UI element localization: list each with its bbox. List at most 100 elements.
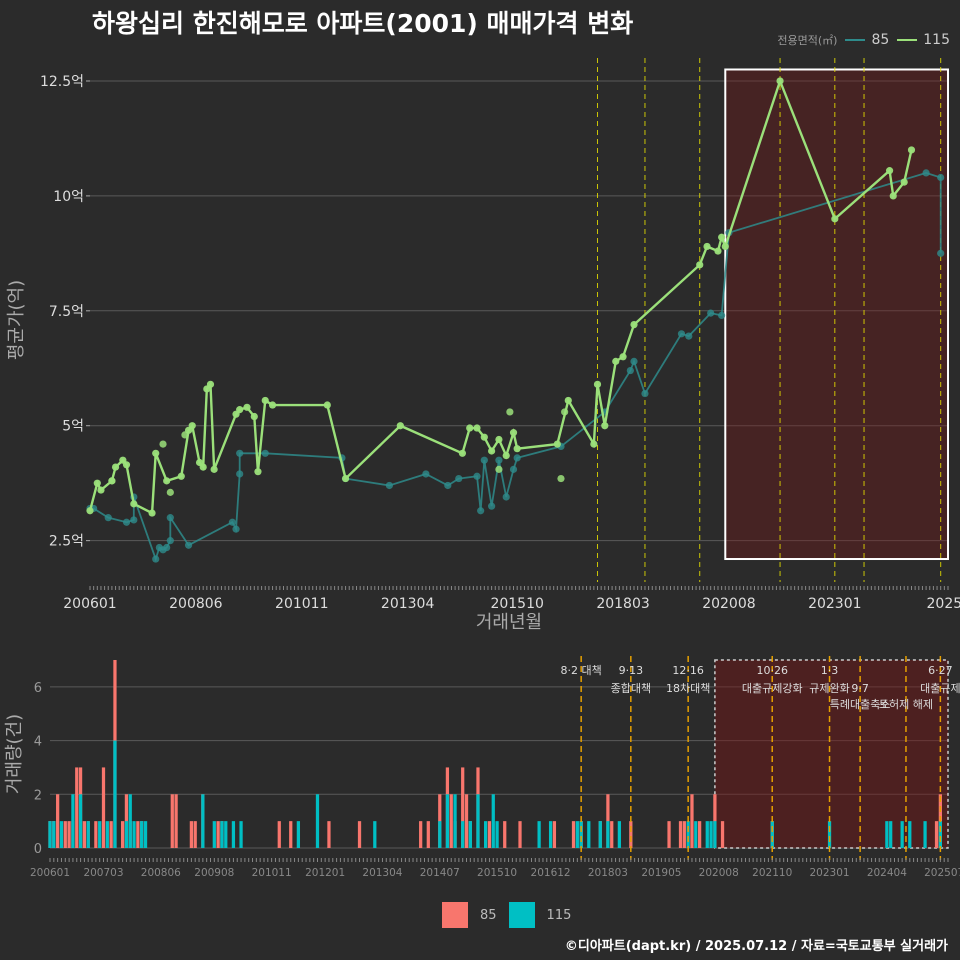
bar-115	[52, 821, 56, 848]
data-point-85	[488, 502, 496, 510]
legend-bottom-item-115: 115	[508, 902, 571, 928]
legend-label-115: 115	[923, 32, 950, 48]
data-point-85	[480, 456, 488, 464]
x-tick-label: 201011	[252, 867, 292, 879]
bar-115	[484, 821, 488, 848]
data-point-115	[885, 167, 894, 175]
policy-label: 대출규제강화	[742, 682, 803, 695]
data-point-85	[718, 311, 726, 320]
data-point-85	[385, 481, 393, 490]
bar-115	[438, 821, 442, 848]
y-tick-label: 2.5억	[49, 534, 84, 550]
bar-85	[606, 794, 610, 848]
bar-115	[220, 821, 224, 848]
bar-85	[327, 821, 331, 848]
y-tick-label: 10억	[53, 189, 84, 205]
bar-115	[827, 821, 832, 848]
data-point-85	[477, 507, 485, 515]
data-point-115	[210, 465, 218, 473]
data-point-115	[601, 422, 609, 430]
bar-85	[124, 794, 129, 848]
x-tick-label: 200703	[83, 867, 123, 879]
x-tick-label: 201803	[596, 596, 649, 612]
bar-115	[606, 821, 610, 848]
x-axis-label: 거래년월	[476, 612, 542, 633]
legend-label-85: 85	[871, 32, 890, 48]
x-minor-ticks	[49, 858, 949, 862]
data-point-115	[590, 440, 598, 448]
bar-115	[59, 821, 64, 848]
data-point-115	[199, 463, 207, 471]
data-point-115	[561, 408, 569, 416]
bar-115	[548, 821, 553, 848]
bar-115	[468, 821, 472, 848]
x-tick-label: 201407	[420, 867, 460, 879]
data-point-85	[228, 518, 236, 526]
policy-label: 토허제 해제	[879, 697, 933, 711]
bar-115	[71, 794, 75, 848]
y-tick-label: 2	[34, 788, 42, 803]
data-point-115	[166, 488, 174, 496]
policy-label: 대출규제	[920, 682, 960, 695]
bar-85	[174, 794, 178, 848]
bar-85	[487, 821, 492, 848]
y-tick-label: 0	[34, 842, 42, 857]
legend-swatch-85	[845, 39, 866, 41]
policy-label: 12·16	[672, 664, 704, 677]
bar-85	[697, 821, 702, 848]
data-point-115	[509, 429, 518, 437]
data-point-115	[236, 406, 244, 414]
data-point-115	[612, 357, 620, 365]
data-point-115	[488, 447, 496, 455]
x-tick-label: 202110	[752, 867, 792, 879]
legend-item-85: 85	[845, 32, 889, 48]
legend-bottom: 85 115	[442, 902, 571, 928]
x-tick-label: 202008	[702, 596, 755, 612]
data-point-85	[184, 541, 193, 549]
bar-85	[464, 794, 469, 848]
data-point-85	[232, 525, 240, 533]
data-point-115	[495, 435, 503, 444]
data-point-85	[922, 169, 930, 177]
bar-115	[495, 821, 499, 848]
x-tick-label: 201905	[641, 867, 681, 879]
x-tick-label: 200601	[30, 867, 70, 879]
legend-item-115: 115	[897, 32, 950, 48]
data-point-115	[261, 396, 269, 405]
data-point-115	[93, 479, 101, 487]
data-point-85	[166, 537, 174, 545]
policy-label: 1·3	[821, 664, 839, 677]
x-tick-label: 201201	[305, 867, 345, 879]
data-point-85	[641, 389, 649, 398]
bar-85	[678, 821, 683, 848]
x-tick-label: 202301	[809, 867, 849, 879]
data-point-115	[86, 507, 94, 515]
legend-area-label: 전용면적(㎡)	[777, 34, 838, 47]
data-point-115	[188, 422, 196, 430]
bar-115	[296, 821, 301, 848]
x-tick-label: 200806	[141, 867, 181, 879]
data-point-115	[557, 474, 565, 483]
bar-115	[889, 821, 893, 848]
bar-115	[713, 821, 717, 848]
policy-label: 18차대책	[666, 682, 710, 695]
data-point-115	[703, 242, 711, 251]
data-point-115	[502, 451, 510, 460]
data-point-85	[261, 449, 269, 457]
policy-label: 8·2 대책	[561, 664, 602, 677]
data-point-115	[130, 500, 138, 508]
x-tick-label: 202008	[699, 867, 739, 879]
x-tick-label: 201304	[381, 596, 435, 612]
data-point-85	[152, 555, 160, 563]
data-point-115	[148, 509, 156, 517]
x-tick-label: 201510	[490, 596, 543, 612]
x-tick-label: 202507	[924, 867, 960, 879]
bar-115	[461, 821, 465, 848]
bar-115	[453, 794, 457, 848]
data-point-85	[422, 470, 430, 478]
y-tick-label: 5억	[62, 419, 84, 435]
data-point-115	[254, 468, 262, 476]
legend-swatch-115	[897, 39, 918, 41]
bar-115	[885, 821, 889, 848]
x-tick-label: 201510	[477, 867, 517, 879]
